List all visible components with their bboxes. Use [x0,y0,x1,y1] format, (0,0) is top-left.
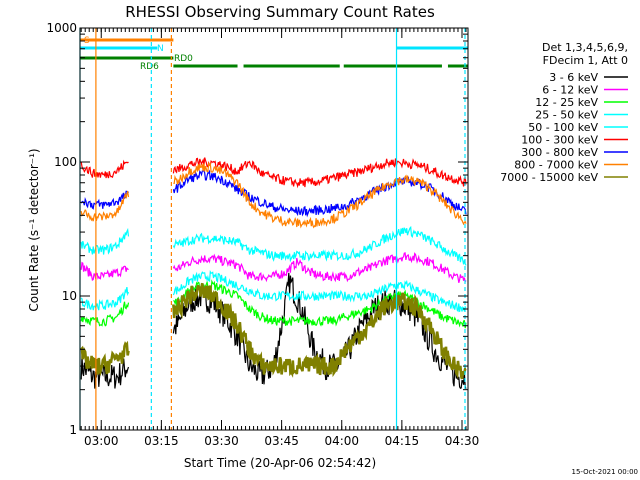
series-line-4 [80,270,467,313]
flag-label-rd6: RD6 [140,62,159,72]
legend: Det 1,3,4,5,6,9,FDecim 1, Att 0 3 - 6 keV… [500,41,628,184]
series-line-8 [80,161,467,229]
x-tick-label-03:00: 03:00 [84,434,119,448]
flag-label-s: S [84,36,90,46]
x-tick-label-03:30: 03:30 [204,434,239,448]
y-tick-label-10: 10 [62,289,77,303]
flag-bars: S N RD0 RD6 [80,36,468,72]
y-tick-label-100: 100 [54,155,77,169]
series-line-2 [80,252,467,284]
series-line-7 [80,169,467,218]
x-axis-label: Start Time (20-Apr-06 02:54:42) [184,456,376,470]
footer-date: 15-Oct-2021 00:00 [572,468,638,476]
legend-label-6: 100 - 300 keV [521,134,598,147]
legend-header-2: FDecim 1, Att 0 [543,54,628,67]
y-tick-label-1: 1 [69,423,77,437]
y-axis-label: Count Rate (s⁻¹ detector⁻¹) [27,148,41,311]
chart-title: RHESSI Observing Summary Count Rates [125,3,435,21]
legend-label-8: 800 - 7000 keV [514,159,598,172]
legend-label-9: 7000 - 15000 keV [500,171,598,184]
legend-label-4: 25 - 50 keV [535,109,598,122]
x-tick-label-03:45: 03:45 [264,434,299,448]
x-tick-label-03:15: 03:15 [144,434,179,448]
series-line-5 [80,225,467,266]
x-tick-label-04:15: 04:15 [385,434,420,448]
y-tick-label-1000: 1000 [46,21,77,35]
data-series [80,157,467,390]
legend-label-5: 50 - 100 keV [528,121,598,134]
legend-label-7: 300 - 800 keV [521,146,598,159]
legend-label-2: 6 - 12 keV [542,84,598,97]
legend-header-1: Det 1,3,4,5,6,9, [542,41,628,54]
series-line-6 [80,157,467,189]
x-tick-label-04:30: 04:30 [445,434,480,448]
series-line-9 [80,283,467,380]
flag-label-rd0: RD0 [174,54,193,64]
x-tick-label-04:00: 04:00 [324,434,359,448]
axes: 1 10 100 1000 03:00 03:15 03:30 03:45 04:00 04:15… [46,21,479,448]
flag-label-n: N [157,44,164,54]
legend-label-3: 12 - 25 keV [535,96,598,109]
legend-label-1: 3 - 6 keV [549,71,598,84]
series-line-3 [80,279,467,329]
